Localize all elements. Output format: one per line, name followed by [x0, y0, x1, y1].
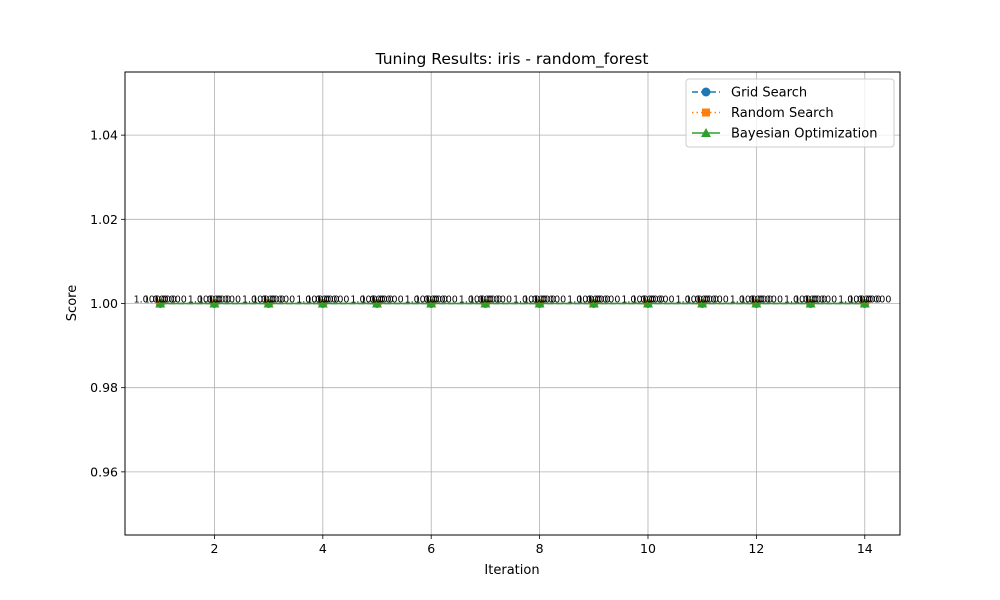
- x-tick-label: 2: [210, 541, 218, 556]
- data-label-layer: 1.0000 1.0000 1.0000 1.0000 1.0000 1.0000 1.00…: [134, 295, 892, 306]
- x-tick-label: 10: [640, 541, 656, 556]
- x-tick-label: 8: [536, 541, 544, 556]
- bayesian-optimization-point: [751, 298, 762, 308]
- bayesian-optimization-data-label: 1.0000: [533, 295, 566, 306]
- bayesian-optimization-data-label: 1.0000: [641, 295, 674, 306]
- legend-box: [685, 78, 895, 148]
- bayesian-optimization-data-label: 1.0000: [858, 295, 891, 306]
- bayesian-optimization-data-label: 1.0000: [804, 295, 837, 306]
- x-axis-label: Iteration: [484, 563, 539, 578]
- y-tick-label: 1.00: [90, 296, 118, 311]
- y-tick-label: 1.04: [90, 128, 118, 143]
- bayesian-optimization-point: [317, 298, 328, 308]
- random-search-data-label: 1.0000: [198, 295, 231, 306]
- grid-search-data-label: 1.0000: [242, 295, 275, 306]
- grid-search-data-label: 1.0000: [838, 295, 871, 306]
- bayesian-optimization-data-label: 1.0000: [479, 295, 512, 306]
- bayesian-optimization-data-label: 1.0000: [370, 295, 403, 306]
- bayesian-optimization-point: [534, 298, 545, 308]
- bayesian-optimization-point: [859, 298, 870, 308]
- bayesian-optimization-legend-label: Bayesian Optimization: [731, 127, 877, 142]
- random-search-data-label: 1.0000: [740, 295, 773, 306]
- random-search-data-label: 1.0000: [631, 295, 664, 306]
- bayesian-optimization-point: [372, 298, 383, 308]
- random-search-legend-label: Random Search: [731, 106, 834, 121]
- bayesian-optimization-legend-marker: [701, 128, 711, 137]
- grid-search-data-label: 1.0000: [350, 295, 383, 306]
- bayesian-optimization-point: [805, 298, 816, 308]
- grid-search-data-label: 1.0000: [513, 295, 546, 306]
- bayesian-optimization-series: [155, 298, 870, 308]
- x-tick-label: 4: [319, 541, 327, 556]
- bayesian-optimization-point: [426, 298, 437, 308]
- grid-search-data-label: 1.0000: [188, 295, 221, 306]
- bayesian-optimization-point: [642, 298, 653, 308]
- bayesian-optimization-data-label: 1.0000: [750, 295, 783, 306]
- bayesian-optimization-data-label: 1.0000: [425, 295, 458, 306]
- bayesian-optimization-data-label: 1.0000: [208, 295, 241, 306]
- bayesian-optimization-point: [155, 298, 166, 308]
- chart-title: Tuning Results: iris - random_forest: [375, 50, 649, 69]
- grid-search-data-label: 1.0000: [621, 295, 654, 306]
- random-search-legend-marker: [702, 108, 710, 117]
- bayesian-optimization-point: [588, 298, 599, 308]
- y-tick-label: 0.98: [90, 380, 118, 395]
- grid-search-data-label: 1.0000: [134, 295, 167, 306]
- grid-search-data-label: 1.0000: [676, 295, 709, 306]
- bayesian-optimization-data-label: 1.0000: [262, 295, 295, 306]
- x-tick-label: 6: [427, 541, 435, 556]
- x-tick-label: 14: [857, 541, 873, 556]
- tick-layer: 2 4 6 8 10 12 14 0.96 0.98 1.00 1.02 1.04: [90, 128, 873, 556]
- random-search-data-label: 1.0000: [686, 295, 719, 306]
- bayesian-optimization-point: [209, 298, 220, 308]
- random-search-data-label: 1.0000: [523, 295, 556, 306]
- random-search-data-label: 1.0000: [794, 295, 827, 306]
- x-tick-label: 12: [748, 541, 764, 556]
- random-search-data-label: 1.0000: [252, 295, 285, 306]
- y-tick-label: 1.02: [90, 212, 118, 227]
- bayesian-optimization-data-label: 1.0000: [696, 295, 729, 306]
- series-layer: [155, 298, 870, 308]
- grid-search-legend-label: Grid Search: [731, 86, 807, 101]
- bayesian-optimization-point: [263, 298, 274, 308]
- bayesian-optimization-point: [480, 298, 491, 308]
- y-tick-label: 0.96: [90, 464, 118, 479]
- legend: Grid Search Random Search Bayesian Optimiz…: [685, 78, 895, 148]
- y-axis-label: Score: [65, 285, 80, 321]
- grid-search-legend-marker: [701, 87, 711, 97]
- grid-search-data-label: 1.0000: [405, 295, 438, 306]
- bayesian-optimization-point: [697, 298, 708, 308]
- random-search-data-label: 1.0000: [144, 295, 177, 306]
- random-search-data-label: 1.0000: [848, 295, 881, 306]
- bayesian-optimization-data-label: 1.0000: [587, 295, 620, 306]
- random-search-data-label: 1.0000: [577, 295, 610, 306]
- grid-search-data-label: 1.0000: [459, 295, 492, 306]
- grid-search-data-label: 1.0000: [567, 295, 600, 306]
- grid-search-data-label: 1.0000: [296, 295, 329, 306]
- grid-search-data-label: 1.0000: [730, 295, 763, 306]
- bayesian-optimization-data-label: 1.0000: [316, 295, 349, 306]
- random-search-data-label: 1.0000: [306, 295, 339, 306]
- random-search-data-label: 1.0000: [360, 295, 393, 306]
- random-search-data-label: 1.0000: [415, 295, 448, 306]
- random-search-data-label: 1.0000: [469, 295, 502, 306]
- grid-search-data-label: 1.0000: [784, 295, 817, 306]
- bayesian-optimization-data-label: 1.0000: [154, 295, 187, 306]
